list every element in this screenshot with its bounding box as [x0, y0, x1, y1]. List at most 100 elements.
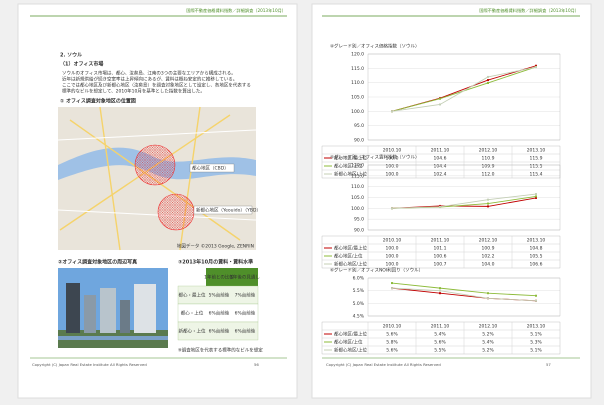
y-tick-label: 120.0 [351, 163, 364, 169]
table-cell: 5%台前後 [209, 292, 230, 299]
marker [391, 110, 393, 113]
marker [439, 292, 441, 295]
y-tick-label: 100.0 [351, 109, 364, 115]
y-tick-label: 120.0 [351, 52, 364, 58]
legend-label: 都心地区/最上位 [334, 245, 368, 252]
series-line [391, 282, 537, 297]
data-label: 102.2 [482, 254, 495, 260]
marker [535, 64, 537, 67]
marker [439, 289, 441, 292]
marker [439, 97, 441, 100]
data-label: 105.5 [530, 254, 543, 260]
legend-label: 新都心地区/上位 [334, 171, 368, 178]
marker [487, 198, 489, 201]
chart-title: ④グレード別／オフィス価格指数（ソウル） [330, 43, 419, 50]
data-label: 104.4 [434, 164, 447, 170]
y-tick-label: 6.0% [353, 276, 365, 282]
section-title: 2. ソウル [60, 52, 82, 59]
table-header-cell: 1年前との比較 [204, 274, 234, 281]
charts: ④グレード別／オフィス価格指数（ソウル） 90.0 95.0 100.0 105.0 11… [321, 43, 561, 355]
marker [535, 196, 537, 199]
x-tick-label: 2011.10 [431, 148, 450, 154]
page-right [311, 3, 592, 399]
data-label: 104.8 [530, 246, 543, 252]
marker [439, 205, 441, 208]
map-credit: 地図データ ©2013 Google, ZENRIN [177, 243, 254, 250]
marker [535, 193, 537, 196]
paragraph-line: ここでは都心地区及び新都心地区（汝矣島）を調査対象地区として設定し、各地区を代表… [62, 82, 251, 89]
x-tick-label: 2010.10 [383, 148, 402, 154]
series-line [391, 287, 537, 302]
x-tick-label: 2013.10 [527, 148, 546, 154]
data-label: 100.0 [386, 246, 399, 252]
page-footer: Copyright (C) Japan Real Estate Institut… [32, 362, 147, 367]
data-label: 5.8% [386, 340, 398, 346]
data-label: 102.4 [434, 172, 447, 178]
map-heading: ① オフィス調査対象地区の位置図 [60, 98, 136, 105]
chart-title: ⑤グレード別／オフィス賃料指数（ソウル） [330, 154, 419, 161]
marker [391, 282, 393, 285]
x-tick-label: 2013.10 [527, 324, 546, 330]
legend-label: 新都心地区/上位 [334, 347, 368, 354]
paragraph-line: 標準的なビルを想定して、2010年10月を基準とした指数を算出した。 [62, 88, 205, 95]
map-label: 新都心地区（Yeouido）（YBD） [196, 207, 261, 214]
y-tick-label: 115.0 [351, 173, 364, 179]
table-heading: ③2013年10月の賃料・賃料水準 [178, 259, 253, 266]
marker [535, 66, 537, 69]
chart-title: ⑥グレード別／オフィスNOI利回り（ソウル） [330, 267, 423, 274]
page-header: 国際不動産価格賃料指数／詳細調査（2013年10月） [479, 7, 579, 14]
y-tick-label: 110.0 [351, 80, 364, 86]
table-cell: 6%台前後 [209, 328, 230, 335]
data-label: 5.1% [530, 332, 542, 338]
table-cell: 6%台前後 [235, 310, 256, 317]
data-label: 100.0 [386, 254, 399, 260]
y-tick-label: 105.0 [351, 195, 364, 201]
table-row-bg [177, 321, 259, 341]
data-label: 100.0 [386, 164, 399, 170]
x-tick-label: 2012.10 [479, 324, 498, 330]
paragraph-line: 近年は新規供給が続き空室率は上昇傾向にあるが、賃料は概ね安定的に推移している。 [62, 76, 237, 83]
x-tick-label: 2010.10 [383, 238, 402, 244]
y-tick-label: 100.0 [351, 206, 364, 212]
data-label: 5.6% [434, 340, 446, 346]
map-label: 都心地区（CBD） [192, 165, 229, 172]
x-tick-label: 2012.10 [479, 238, 498, 244]
x-tick-label: 2013.10 [527, 238, 546, 244]
page-number: 57 [546, 362, 551, 367]
table-cell: 新都心・上位 [179, 328, 206, 335]
y-tick-label: 115.0 [351, 66, 364, 72]
page-footer: Copyright (C) Japan Real Estate Institut… [326, 362, 441, 367]
data-label: 100.9 [482, 246, 495, 252]
table-header-bg [206, 268, 258, 286]
data-label: 5.6% [386, 348, 398, 354]
legend-label: 都心地区/上位 [334, 339, 363, 346]
map [57, 106, 257, 251]
data-label: 5.5% [434, 348, 446, 354]
marker [487, 205, 489, 208]
data-label: 5.3% [530, 340, 542, 346]
photo-heading: ②オフィス調査対象地区の周辺写真 [58, 259, 137, 266]
legend-label: 都心地区/最上位 [334, 155, 368, 162]
table-cell: 都心・最上位 [179, 292, 206, 299]
marker [391, 287, 393, 290]
marker [487, 292, 489, 295]
data-label: 115.4 [530, 172, 543, 178]
table-cell: 6%台前後 [209, 310, 230, 317]
y-tick-label: 5.5% [353, 288, 365, 294]
data-label: 100.6 [434, 254, 447, 260]
data-label: 100.0 [386, 262, 399, 268]
data-label: 110.9 [482, 156, 495, 162]
plot-frame [367, 277, 561, 317]
marker [439, 287, 441, 290]
data-label: 101.1 [434, 246, 447, 252]
plot-frame [367, 53, 561, 141]
marker [391, 207, 393, 210]
table-cell: 7%台前後 [235, 292, 256, 299]
marker [487, 79, 489, 82]
y-tick-label: 110.0 [351, 184, 364, 190]
data-label: 5.4% [482, 340, 494, 346]
page-header: 国際不動産価格賃料指数／詳細調査（2013年10月） [186, 7, 286, 14]
series-line [391, 193, 537, 209]
